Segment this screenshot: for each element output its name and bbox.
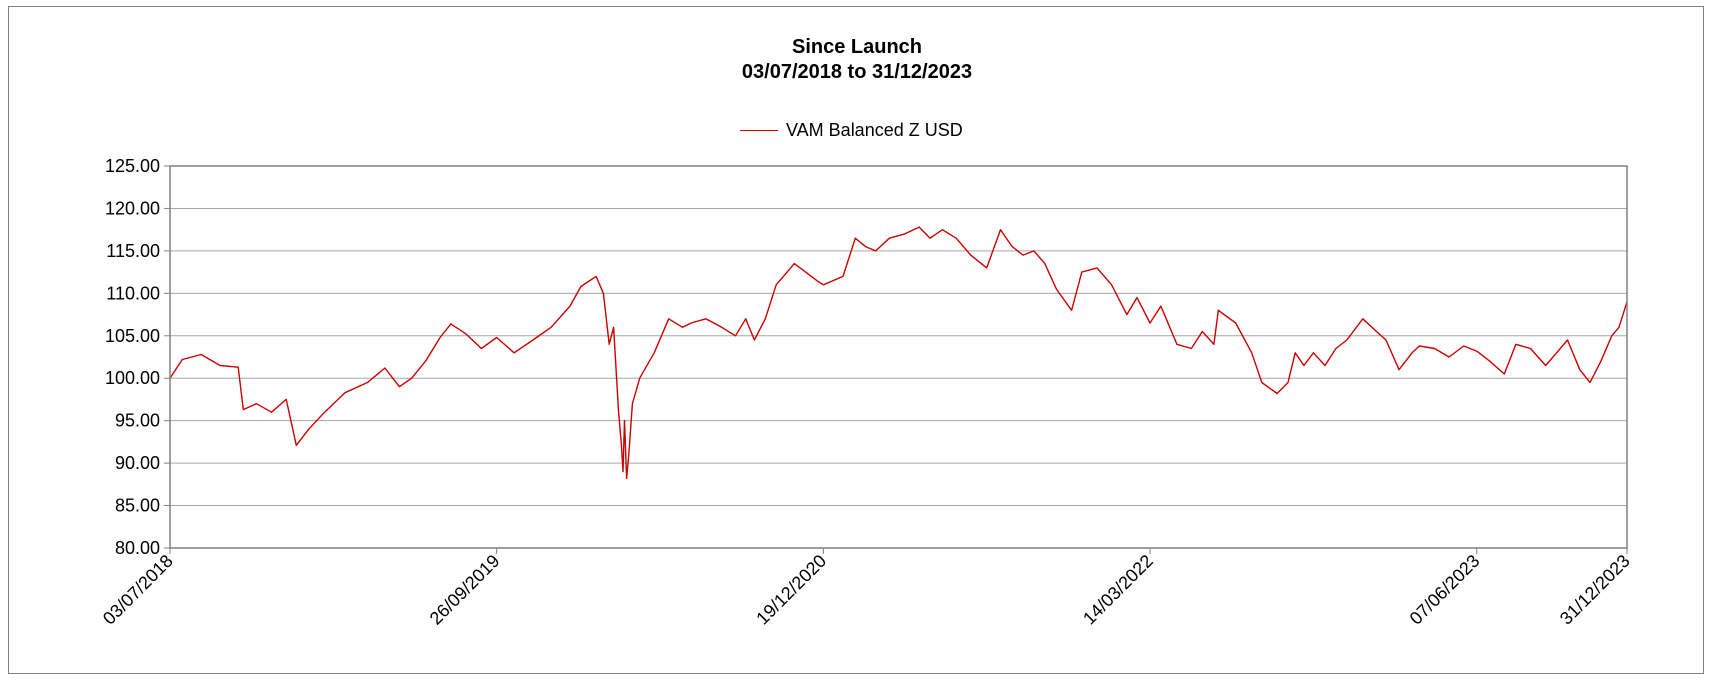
chart-frame	[8, 6, 1704, 674]
x-axis-ticks: 03/07/2018 26/09/2019 19/12/2020 14/03/2022…	[99, 548, 1634, 629]
y-tick-label: 110.00	[106, 283, 160, 303]
x-tick-label: 07/06/2023	[1406, 551, 1484, 629]
y-tick-label: 95.00	[115, 411, 160, 431]
series-line-vam-balanced-z-usd	[169, 226, 1628, 480]
x-tick-label: 31/12/2023	[1556, 551, 1634, 629]
legend-swatch	[740, 129, 778, 131]
series-group	[169, 226, 1628, 480]
y-tick-label: 115.00	[106, 241, 160, 261]
y-tick-label: 105.00	[105, 326, 160, 346]
x-tick-label: 03/07/2018	[99, 551, 177, 629]
x-tick-label: 14/03/2022	[1079, 551, 1157, 629]
y-tick-label: 80.00	[115, 538, 160, 558]
y-tick-label: 90.00	[115, 453, 160, 473]
legend-label: VAM Balanced Z USD	[786, 119, 963, 140]
chart-title: Since Launch	[791, 36, 923, 58]
y-tick-label: 120.00	[105, 198, 160, 218]
chart-subtitle: 03/07/2018 to 31/12/2023	[741, 61, 973, 83]
y-tick-label: 100.00	[105, 368, 160, 388]
y-axis-ticks: 80.00 85.00 90.00 95.00 100.00 105.00 110.00 11…	[105, 156, 170, 558]
x-tick-label: 19/12/2020	[752, 551, 830, 629]
legend: VAM Balanced Z USD	[740, 118, 963, 142]
plot-area-border	[169, 165, 1628, 549]
y-tick-label: 125.00	[105, 156, 160, 176]
x-tick-label: 26/09/2019	[426, 551, 504, 629]
y-tick-label: 85.00	[115, 496, 160, 516]
